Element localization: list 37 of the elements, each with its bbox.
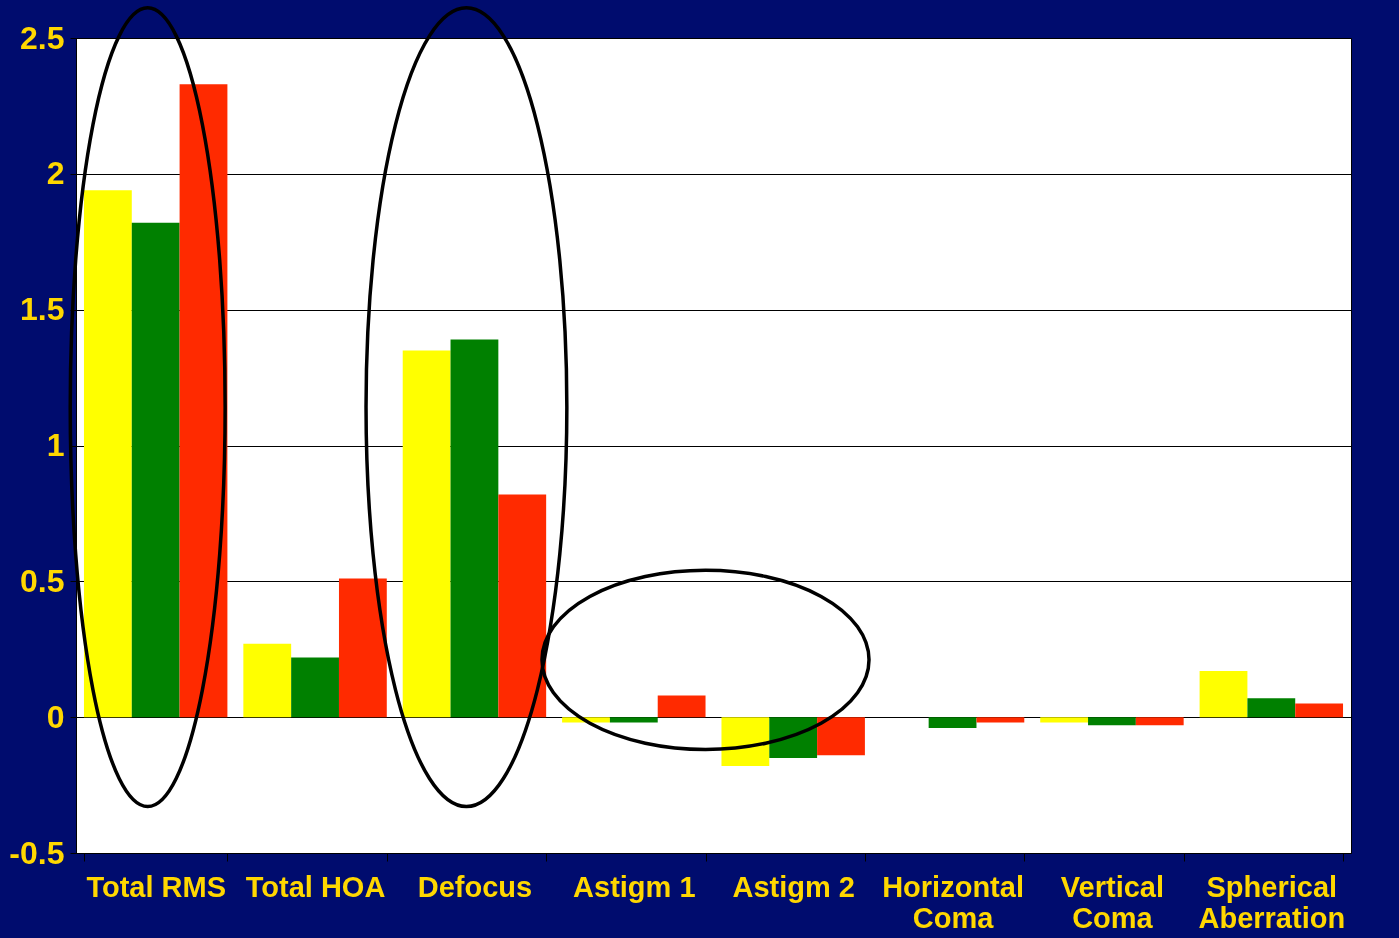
x-tick-label: Total RMS (86, 870, 226, 903)
bar (83, 190, 132, 718)
bar (450, 339, 499, 718)
y-tick-label: 2 (46, 155, 65, 192)
bar (1247, 698, 1296, 718)
x-tick-label: Astigm 1 (573, 870, 696, 903)
bar (976, 717, 1025, 723)
x-tick-label: Vertical Coma (1060, 870, 1165, 934)
bar (928, 717, 977, 729)
bar (1199, 670, 1248, 718)
bar (769, 717, 818, 758)
y-tick-label: 1.5 (20, 291, 65, 328)
x-tick-label: Astigm 2 (732, 870, 855, 903)
bar (1040, 717, 1089, 723)
bar (402, 350, 451, 718)
bar (1088, 717, 1136, 726)
y-tick-label: -0.5 (9, 834, 65, 871)
y-tick-label: 0.5 (20, 562, 65, 599)
bar (243, 643, 292, 718)
bar (817, 717, 865, 756)
bar (338, 578, 387, 718)
x-tick-label: Horizontal Coma (882, 870, 1024, 934)
bar (1135, 717, 1184, 726)
bar (179, 84, 228, 718)
x-tick-label: Total HOA (245, 870, 386, 903)
y-tick-label: 1 (46, 427, 65, 463)
bar (721, 717, 770, 767)
bar (657, 695, 706, 718)
bar (609, 717, 658, 723)
x-tick-label: Defocus (417, 870, 533, 903)
y-tick-label: 0 (46, 698, 65, 735)
bar (498, 494, 547, 718)
bar (1295, 703, 1344, 718)
y-tick-label: 2.5 (20, 19, 65, 56)
bar (291, 657, 339, 718)
x-tick-label: Spherical Aberration (1198, 870, 1346, 934)
bar (131, 222, 180, 718)
